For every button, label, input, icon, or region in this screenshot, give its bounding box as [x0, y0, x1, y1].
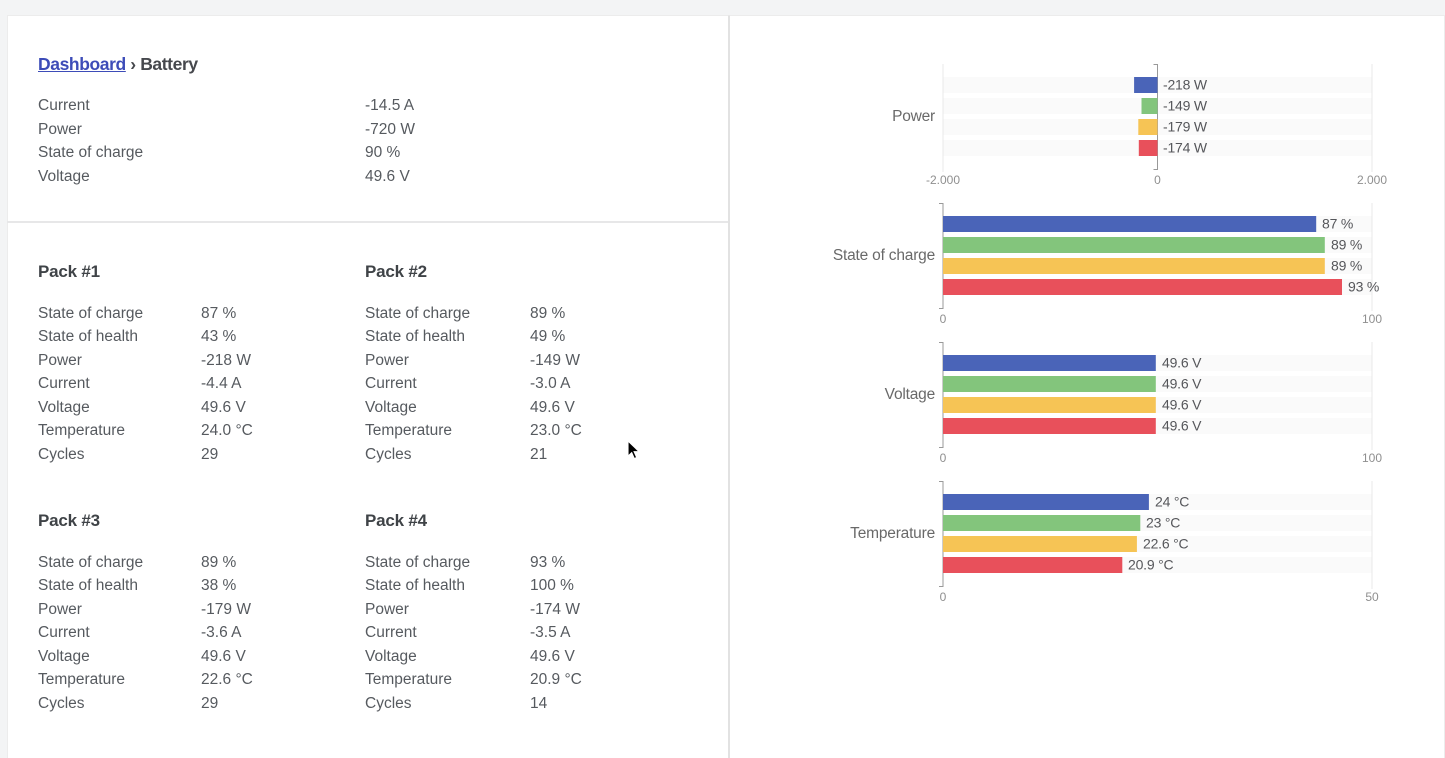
svg-text:-218 W: -218 W	[1163, 77, 1208, 93]
svg-text:100: 100	[1362, 312, 1382, 326]
svg-text:50: 50	[1365, 590, 1379, 604]
svg-text:0: 0	[940, 312, 947, 326]
svg-text:89 %: 89 %	[1331, 237, 1362, 253]
svg-text:23 °C: 23 °C	[1146, 515, 1180, 531]
svg-text:22.6 °C: 22.6 °C	[1143, 536, 1189, 552]
svg-text:24 °C: 24 °C	[1155, 494, 1189, 510]
svg-text:State of charge: State of charge	[833, 247, 935, 264]
svg-text:-149 W: -149 W	[1163, 98, 1208, 114]
svg-text:-179 W: -179 W	[1163, 119, 1208, 135]
svg-text:100: 100	[1362, 451, 1382, 465]
svg-text:49.6 V: 49.6 V	[1162, 355, 1202, 371]
svg-text:Power: Power	[892, 108, 935, 125]
svg-text:93 %: 93 %	[1348, 279, 1379, 295]
svg-text:20.9 °C: 20.9 °C	[1128, 557, 1174, 573]
svg-text:0: 0	[940, 451, 947, 465]
svg-text:87 %: 87 %	[1322, 216, 1353, 232]
svg-text:0: 0	[1154, 173, 1161, 187]
svg-text:49.6 V: 49.6 V	[1162, 376, 1202, 392]
svg-text:49.6 V: 49.6 V	[1162, 418, 1202, 434]
svg-text:0: 0	[940, 590, 947, 604]
svg-text:89 %: 89 %	[1331, 258, 1362, 274]
svg-text:2.000: 2.000	[1357, 173, 1387, 187]
svg-text:-2.000: -2.000	[926, 173, 960, 187]
svg-text:Voltage: Voltage	[885, 386, 935, 403]
svg-text:Temperature: Temperature	[850, 525, 935, 542]
svg-text:-174 W: -174 W	[1163, 140, 1208, 156]
svg-text:49.6 V: 49.6 V	[1162, 397, 1202, 413]
